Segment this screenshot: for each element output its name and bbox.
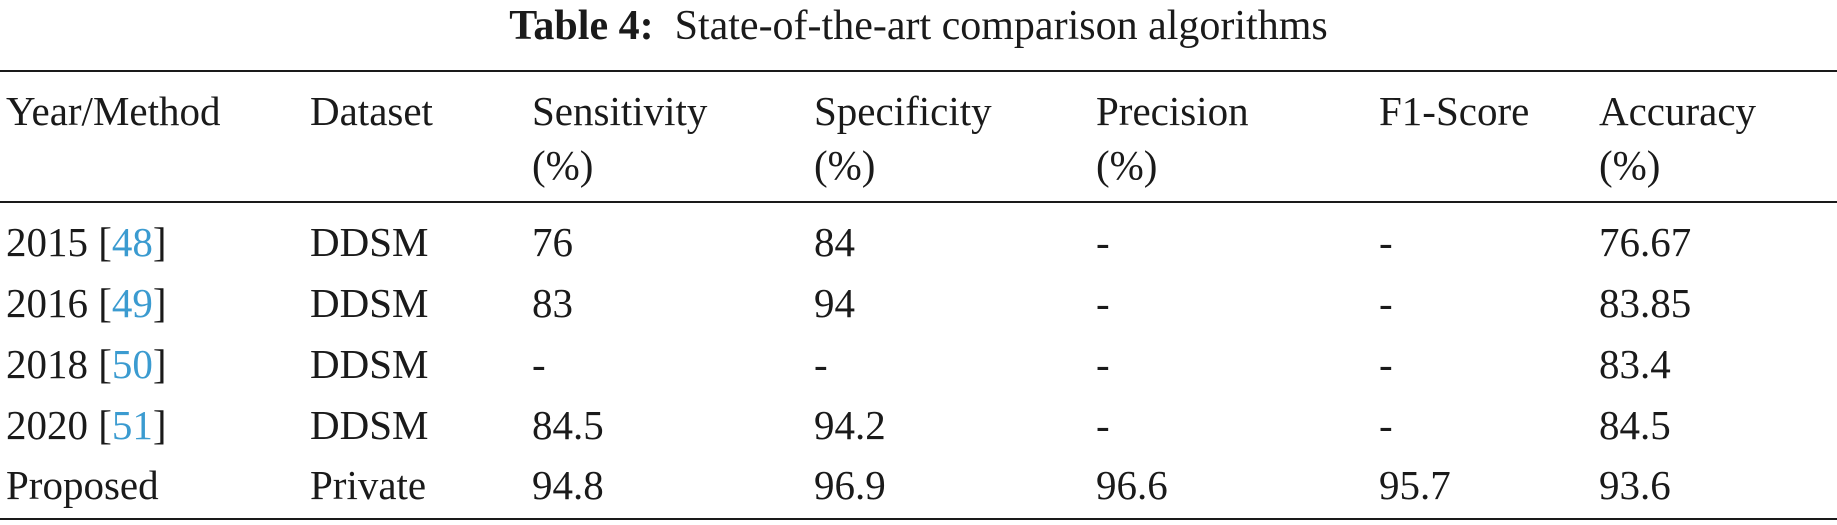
table-row: Proposed Private 94.8 96.9 96.6 95.7 93.… (0, 455, 1837, 515)
header-precision: Precision (%) (1096, 84, 1249, 192)
table-row: 2018 [50] DDSM - - - - 83.4 (0, 334, 1837, 394)
cell-accuracy: 93.6 (1599, 462, 1671, 508)
cell-specificity: 84 (814, 219, 855, 265)
reference-link[interactable]: 50 (111, 341, 153, 387)
cell-sensitivity: - (532, 341, 546, 387)
cell-dataset: Private (310, 462, 427, 508)
cell-precision: - (1096, 402, 1110, 448)
cell-year-method: 2015 [48] (6, 219, 167, 265)
cell-accuracy: 83.85 (1599, 280, 1692, 326)
table-caption-label: Table 4: (509, 3, 654, 49)
header-year-method: Year/Method (6, 84, 221, 138)
header-dataset: Dataset (310, 84, 433, 138)
cell-sensitivity: 83 (532, 280, 573, 326)
table-header-rule (0, 201, 1837, 203)
table-row: 2020 [51] DDSM 84.5 94.2 - - 84.5 (0, 395, 1837, 455)
header-accuracy: Accuracy (%) (1599, 84, 1756, 192)
header-f1-score-label: F1-Score (1379, 88, 1530, 134)
cell-f1-score: - (1379, 219, 1393, 265)
cell-sensitivity: 76 (532, 219, 573, 265)
cell-specificity: - (814, 341, 828, 387)
cell-precision: 96.6 (1096, 462, 1168, 508)
header-sensitivity: Sensitivity (%) (532, 84, 707, 192)
cell-year: 2018 (6, 341, 88, 387)
cell-year-method: 2020 [51] (6, 402, 167, 448)
table-row: 2015 [48] DDSM 76 84 - - 76.67 (0, 212, 1837, 272)
cell-f1-score: 95.7 (1379, 462, 1451, 508)
table-row: 2016 [49] DDSM 83 94 - - 83.85 (0, 273, 1837, 333)
header-dataset-label: Dataset (310, 88, 433, 134)
header-accuracy-unit: (%) (1599, 142, 1661, 188)
cell-f1-score: - (1379, 341, 1393, 387)
header-accuracy-label: Accuracy (1599, 88, 1757, 134)
header-f1-score: F1-Score (1379, 84, 1529, 138)
header-specificity: Specificity (%) (814, 84, 992, 192)
cell-year-method: 2018 [50] (6, 341, 167, 387)
reference-link[interactable]: 48 (111, 219, 153, 265)
cell-dataset: DDSM (310, 402, 429, 448)
cell-year: 2020 (6, 402, 88, 448)
cell-year-method: Proposed (6, 462, 159, 508)
header-year-method-label: Year/Method (6, 88, 221, 134)
cell-sensitivity: 94.8 (532, 462, 604, 508)
table-bottom-rule (0, 518, 1837, 520)
cell-year: 2016 (6, 280, 88, 326)
cell-accuracy: 83.4 (1599, 341, 1671, 387)
cell-specificity: 94 (814, 280, 855, 326)
cell-specificity: 96.9 (814, 462, 886, 508)
cell-precision: - (1096, 219, 1110, 265)
header-sensitivity-unit: (%) (532, 142, 594, 188)
cell-accuracy: 84.5 (1599, 402, 1671, 448)
reference-link[interactable]: 51 (111, 402, 153, 448)
cell-accuracy: 76.67 (1599, 219, 1692, 265)
cell-specificity: 94.2 (814, 402, 886, 448)
cell-f1-score: - (1379, 402, 1393, 448)
header-precision-label: Precision (1096, 88, 1249, 134)
cell-dataset: DDSM (310, 341, 429, 387)
table-caption-text: State-of-the-art comparison algorithms (674, 3, 1328, 49)
cell-dataset: DDSM (310, 280, 429, 326)
table-top-rule (0, 70, 1837, 72)
cell-year: 2015 (6, 219, 88, 265)
table-header-row: Year/Method Dataset Sensitivity (%) Spec… (0, 84, 1837, 194)
cell-precision: - (1096, 280, 1110, 326)
cell-dataset: DDSM (310, 219, 429, 265)
table-caption: Table 4: State-of-the-art comparison alg… (0, 0, 1837, 52)
reference-link[interactable]: 49 (111, 280, 153, 326)
header-sensitivity-label: Sensitivity (532, 88, 708, 134)
cell-sensitivity: 84.5 (532, 402, 604, 448)
header-specificity-unit: (%) (814, 142, 876, 188)
cell-precision: - (1096, 341, 1110, 387)
header-specificity-label: Specificity (814, 88, 992, 134)
cell-f1-score: - (1379, 280, 1393, 326)
cell-year-method: 2016 [49] (6, 280, 167, 326)
header-precision-unit: (%) (1096, 142, 1158, 188)
